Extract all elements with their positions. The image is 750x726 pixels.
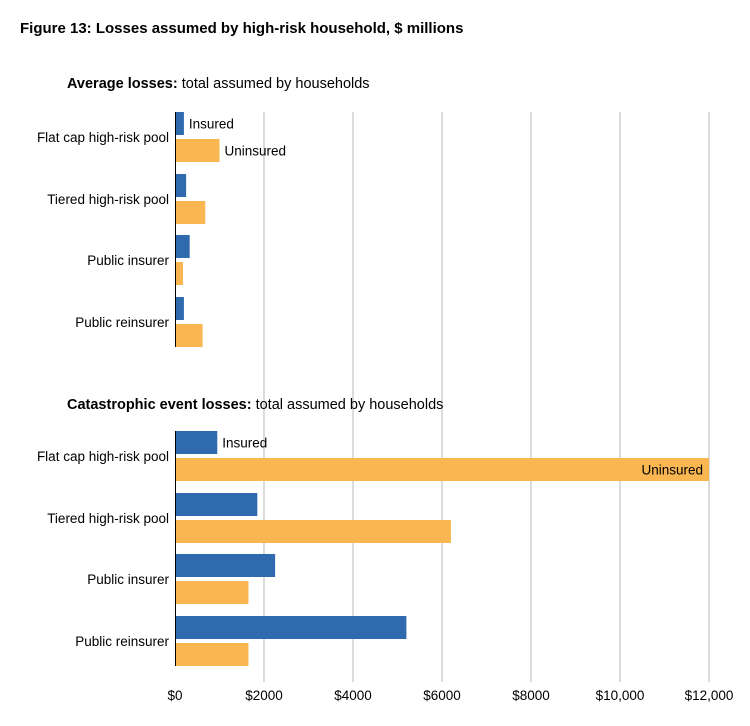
bar-uninsured	[175, 520, 451, 543]
bar-insured	[175, 431, 218, 454]
bar-insured	[175, 235, 190, 258]
category-label: Public insurer	[87, 572, 169, 587]
panel-title: Average losses: total assumed by househo…	[67, 76, 370, 92]
category-label: Flat cap high-risk pool	[37, 130, 169, 145]
gridlines	[263, 112, 710, 682]
x-tick-label: $2000	[245, 688, 283, 703]
bar-insured	[175, 112, 184, 135]
bar-uninsured	[175, 201, 206, 224]
chart-panels: Average losses: total assumed by househo…	[37, 76, 709, 666]
bar-uninsured	[175, 643, 249, 666]
bar-insured	[175, 554, 276, 577]
panel-title-bold: Catastrophic event losses:	[67, 397, 252, 413]
bar-insured	[175, 174, 187, 197]
x-tick-label: $10,000	[596, 688, 645, 703]
bar-data-label: Insured	[189, 117, 234, 132]
bar-uninsured	[175, 262, 184, 285]
panel-title-bold: Average losses:	[67, 76, 178, 92]
chart-panel: Catastrophic event losses: total assumed…	[37, 397, 709, 666]
panel-title-rest: total assumed by households	[178, 76, 370, 92]
x-tick-label: $0	[167, 688, 182, 703]
bar-data-label: Uninsured	[641, 463, 703, 478]
chart-panel: Average losses: total assumed by househo…	[37, 76, 370, 347]
bar-uninsured	[175, 139, 220, 162]
bar-data-label: Uninsured	[225, 144, 287, 159]
bar-insured	[175, 297, 184, 320]
bar-data-label: Insured	[222, 436, 267, 451]
category-label: Tiered high-risk pool	[47, 511, 169, 526]
bar-uninsured	[175, 581, 249, 604]
bar-insured	[175, 616, 407, 639]
x-tick-label: $8000	[512, 688, 550, 703]
x-tick-label: $4000	[334, 688, 372, 703]
x-axis-ticks: $0 $2000 $4000 $6000 $8000 $10,000 $12,000	[167, 688, 733, 703]
category-label: Public insurer	[87, 253, 169, 268]
panel-title: Catastrophic event losses: total assumed…	[67, 397, 443, 413]
category-label: Tiered high-risk pool	[47, 192, 169, 207]
figure-title: Figure 13: Losses assumed by high-risk h…	[20, 20, 463, 37]
bar-uninsured	[175, 324, 203, 347]
x-tick-label: $12,000	[685, 688, 734, 703]
category-label: Public reinsurer	[75, 634, 169, 649]
category-label: Public reinsurer	[75, 315, 169, 330]
category-label: Flat cap high-risk pool	[37, 449, 169, 464]
x-tick-label: $6000	[423, 688, 461, 703]
bar-uninsured	[175, 458, 709, 481]
panel-title-rest: total assumed by households	[252, 397, 444, 413]
bar-insured	[175, 493, 258, 516]
